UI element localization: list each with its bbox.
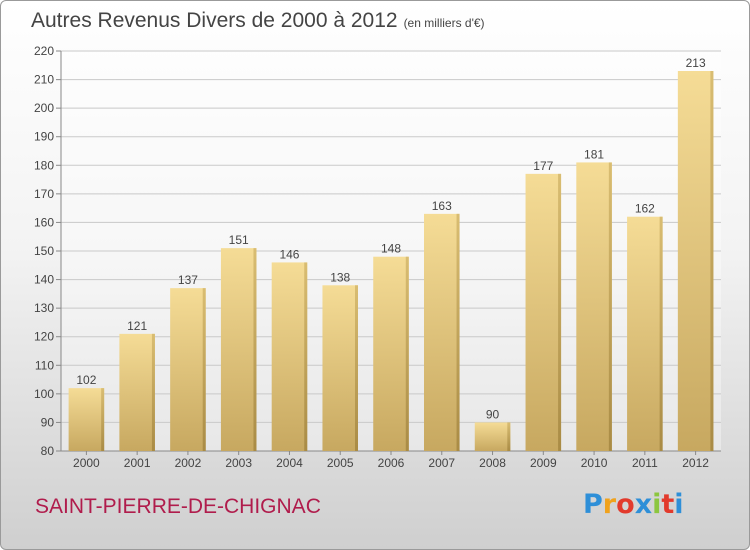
bar-shade (101, 388, 105, 451)
chart-title: Autres Revenus Divers de 2000 à 2012 (en … (31, 9, 485, 33)
logo-letter: P (583, 489, 603, 520)
bar (119, 333, 155, 451)
x-tick-label: 2006 (378, 456, 405, 470)
data-label: 181 (584, 147, 604, 161)
y-tick-label: 180 (34, 158, 54, 172)
x-tick-label: 2008 (479, 456, 506, 470)
data-label: 213 (686, 56, 706, 70)
x-tick-label: 2010 (581, 456, 608, 470)
bar-shade (456, 213, 460, 451)
y-tick-label: 80 (41, 444, 55, 458)
label-layer: 8090100110120130140150160170180190200210… (34, 44, 709, 470)
bar (474, 422, 511, 451)
bar (424, 213, 460, 451)
bar (627, 216, 663, 451)
data-label: 121 (127, 319, 147, 333)
bar (373, 256, 409, 451)
chart-unit: (en milliers d'€) (403, 16, 485, 30)
data-label: 162 (635, 202, 655, 216)
bar-shade (608, 162, 612, 451)
bar-shade (659, 216, 663, 451)
data-label: 138 (330, 270, 350, 284)
logo-letter: i (674, 489, 684, 520)
bar (576, 162, 612, 451)
bar-shade (151, 333, 155, 451)
bar-shade (507, 422, 511, 451)
data-label: 137 (178, 273, 198, 287)
data-label: 148 (381, 242, 401, 256)
y-tick-label: 120 (34, 330, 54, 344)
data-label: 90 (486, 407, 500, 421)
bar (677, 71, 714, 451)
x-tick-label: 2007 (428, 456, 455, 470)
logo-letter: x (634, 489, 653, 520)
y-tick-label: 190 (34, 130, 54, 144)
bar (525, 173, 562, 451)
data-label: 151 (229, 233, 249, 247)
bar-shade (710, 71, 714, 451)
bar-shade (202, 288, 206, 451)
y-tick-label: 200 (34, 101, 54, 115)
x-tick-label: 2005 (327, 456, 354, 470)
logo-letter: r (602, 489, 617, 520)
bar (271, 262, 308, 451)
x-tick-label: 2000 (73, 456, 100, 470)
bar (322, 285, 358, 451)
bar-shade (355, 285, 358, 451)
bar-shade (253, 248, 257, 451)
logo-letter: o (616, 489, 635, 520)
data-label: 102 (76, 373, 96, 387)
y-tick-label: 90 (41, 415, 55, 429)
y-tick-label: 110 (35, 358, 54, 372)
data-label: 177 (533, 159, 553, 173)
x-tick-label: 2002 (175, 456, 202, 470)
y-tick-label: 100 (34, 387, 54, 401)
city-name: SAINT-PIERRE-DE-CHIGNAC (35, 495, 321, 518)
x-tick-label: 2009 (530, 456, 557, 470)
data-label: 163 (432, 199, 452, 213)
x-tick-label: 2001 (124, 456, 151, 470)
bar (68, 388, 105, 451)
bar (170, 288, 206, 451)
y-tick-label: 130 (34, 301, 54, 315)
logo-letter: i (652, 489, 662, 520)
y-tick-label: 220 (34, 44, 54, 58)
bar-layer (68, 71, 714, 451)
x-tick-label: 2012 (682, 456, 709, 470)
bar-shade (405, 256, 409, 451)
y-tick-label: 170 (34, 187, 54, 201)
bar-shade (304, 262, 308, 451)
proxiti-logo[interactable]: Proxiti (583, 489, 684, 520)
y-tick-label: 150 (34, 244, 54, 258)
y-tick-label: 160 (34, 215, 54, 229)
logo-letter: t (661, 489, 675, 520)
bar (220, 248, 257, 451)
y-tick-label: 210 (34, 73, 54, 87)
bar-shade (558, 173, 562, 451)
chart-title-text: Autres Revenus Divers de 2000 à 2012 (31, 9, 398, 32)
x-tick-label: 2003 (225, 456, 252, 470)
x-tick-label: 2004 (276, 456, 303, 470)
data-label: 146 (279, 247, 299, 261)
x-tick-label: 2011 (632, 456, 658, 470)
y-tick-label: 140 (34, 273, 54, 287)
